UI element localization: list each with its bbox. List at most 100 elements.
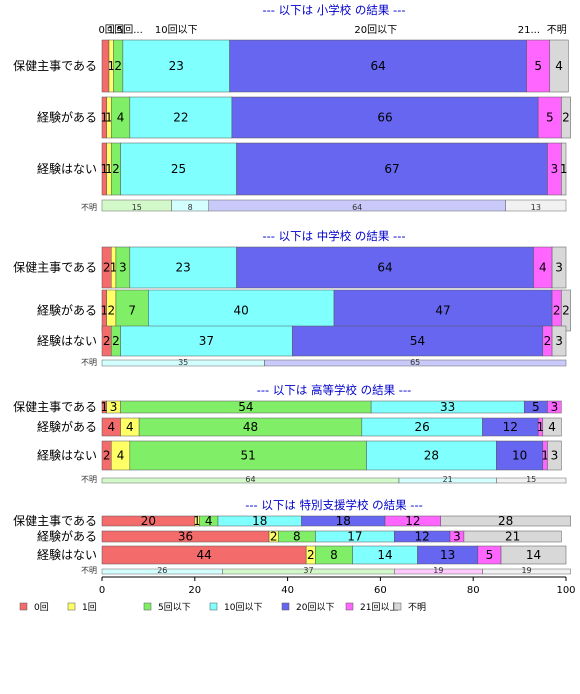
bar-segment: [122, 39, 230, 93]
data-label: 14: [526, 548, 541, 562]
data-label: 3: [551, 162, 559, 176]
data-label: 12: [415, 530, 430, 544]
unknown-data-label: 64: [352, 203, 362, 212]
unknown-bar-segment: [505, 199, 567, 212]
bar-segment: [236, 142, 548, 196]
data-label: 4: [126, 420, 134, 434]
bar-segment: [333, 289, 553, 332]
data-label: 26: [415, 420, 430, 434]
data-label: 2: [307, 548, 315, 562]
data-label: 5: [532, 400, 540, 414]
data-label: 37: [199, 334, 214, 348]
legend-label: 21回以上: [360, 602, 398, 613]
panel-title: --- 以下は 高等学校 の結果 ---: [257, 383, 412, 397]
top-category-label: 1回: [108, 24, 124, 36]
row-label: 経験がある: [37, 419, 97, 434]
legend-swatch: [19, 602, 28, 611]
bar-segment: [229, 39, 527, 93]
data-label: 4: [117, 449, 125, 463]
legend-label: 5回以下: [158, 602, 191, 613]
legend-label: 10回以下: [224, 602, 262, 613]
unknown-row-label: 不明: [81, 203, 97, 212]
row-label: 経験はない: [37, 333, 97, 348]
data-label: 2: [544, 334, 552, 348]
top-category-label: 21...: [518, 25, 540, 36]
unknown-data-label: 65: [410, 358, 420, 367]
data-label: 2: [103, 261, 111, 275]
unknown-data-label: 15: [526, 475, 536, 484]
x-tick-label: 40: [281, 585, 294, 596]
data-label: 3: [110, 400, 118, 414]
unknown-data-label: 35: [178, 358, 188, 367]
x-tick-label: 80: [467, 585, 480, 596]
data-label: 1: [105, 162, 113, 176]
bar-segment: [129, 96, 233, 139]
unknown-bar-segment: [496, 477, 567, 484]
data-label: 64: [377, 261, 392, 275]
data-label: 1: [193, 514, 201, 528]
data-label: 5: [486, 548, 494, 562]
bar-segment: [129, 246, 237, 289]
bar-segment: [440, 515, 571, 527]
data-label: 44: [196, 548, 211, 562]
data-label: 5: [534, 59, 542, 73]
data-label: 4: [548, 420, 556, 434]
x-tick-label: 0: [99, 585, 105, 596]
data-label: 48: [243, 420, 258, 434]
data-label: 7: [128, 304, 136, 318]
data-label: 1: [100, 111, 108, 125]
data-label: 1: [110, 261, 118, 275]
row-label: 保健主事である: [13, 59, 97, 73]
data-label: 54: [238, 400, 253, 414]
bar-segment: [561, 142, 567, 196]
unknown-data-label: 15: [132, 203, 142, 212]
data-label: 4: [205, 514, 213, 528]
data-label: 66: [377, 111, 392, 125]
data-label: 25: [171, 162, 186, 176]
data-label: 23: [176, 261, 191, 275]
row-label: 経験がある: [37, 303, 97, 318]
unknown-data-label: 21: [443, 475, 453, 484]
unknown-row-label: 不明: [81, 566, 97, 575]
top-category-label: 20回以下: [354, 24, 397, 36]
data-label: 33: [440, 400, 455, 414]
data-label: 47: [435, 304, 450, 318]
data-label: 5: [546, 111, 554, 125]
data-label: 28: [424, 449, 439, 463]
bar-segment: [500, 545, 567, 565]
unknown-data-label: 13: [531, 203, 541, 212]
panel-title: --- 以下は 中学校 の結果 ---: [262, 229, 405, 243]
data-label: 1: [100, 304, 108, 318]
data-label: 3: [555, 261, 563, 275]
data-label: 2: [270, 530, 278, 544]
bar-segment: [551, 325, 567, 357]
data-label: 3: [551, 400, 559, 414]
data-label: 51: [241, 449, 256, 463]
data-label: 64: [370, 59, 385, 73]
legend-swatch: [143, 602, 152, 611]
data-label: 1: [541, 449, 549, 463]
top-category-label: 5回...: [117, 24, 143, 36]
data-label: 4: [539, 261, 547, 275]
data-label: 40: [234, 304, 249, 318]
row-label: 経験がある: [37, 110, 97, 125]
unknown-data-label: 64: [245, 475, 255, 484]
data-label: 1: [560, 162, 568, 176]
legend-label: 不明: [408, 602, 426, 613]
data-label: 2: [103, 334, 111, 348]
unknown-data-label: 8: [188, 203, 193, 212]
data-label: 4: [555, 59, 563, 73]
data-label: 18: [252, 514, 267, 528]
data-label: 14: [377, 548, 392, 562]
row-label: 経験はない: [37, 448, 97, 463]
data-label: 2: [112, 334, 120, 348]
row-label: 保健主事である: [13, 261, 97, 275]
data-label: 2: [114, 59, 122, 73]
legend-swatch: [393, 602, 402, 611]
data-label: 1: [107, 59, 115, 73]
unknown-row-label: 不明: [81, 358, 97, 367]
bar-segment: [129, 440, 367, 471]
bar-segment: [547, 400, 562, 414]
data-label: 22: [173, 111, 188, 125]
